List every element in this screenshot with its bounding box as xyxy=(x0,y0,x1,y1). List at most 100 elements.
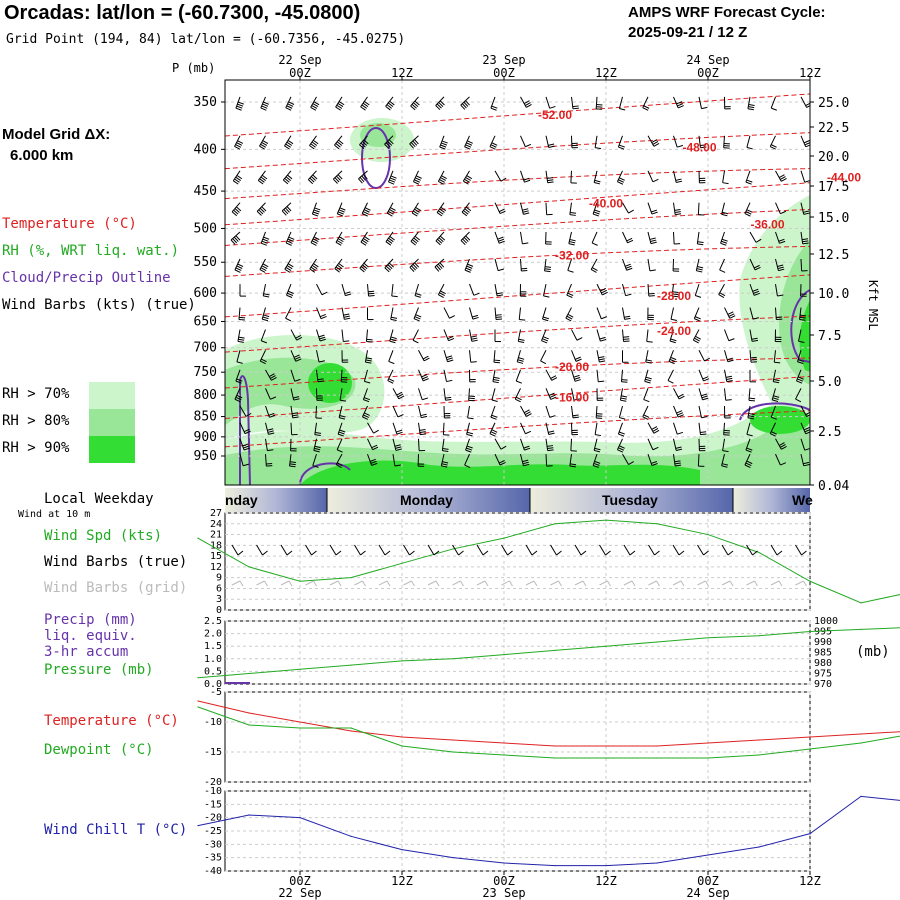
time-top-hour: 00Z xyxy=(697,66,719,80)
wind-barb xyxy=(769,135,777,150)
wind-barb xyxy=(571,388,580,401)
height-tick-label: 12.5 xyxy=(818,248,849,263)
wind-barb-feather xyxy=(344,317,351,320)
wind-barb-feather xyxy=(415,206,421,212)
wind-barb-feather xyxy=(320,315,327,320)
wind-barb-staff xyxy=(721,202,725,215)
wind-barb-grid xyxy=(697,580,709,587)
wind-barb-feather xyxy=(526,104,532,108)
wind-barb-staff xyxy=(643,388,649,400)
wind-barb-feather xyxy=(801,238,809,241)
wind-speed-line-point xyxy=(758,551,760,554)
wind-barb-staff xyxy=(770,405,776,418)
wind-barb-feather xyxy=(551,377,558,381)
wind-barb-feather xyxy=(446,379,453,383)
wind-barb xyxy=(724,405,731,419)
wind-barb-staff xyxy=(265,422,269,435)
wind-barb xyxy=(724,329,735,342)
wind-barb-feather xyxy=(236,394,243,399)
wind-barb xyxy=(464,453,471,468)
wind-barb-staff xyxy=(569,202,572,215)
wind-barb-feather xyxy=(650,241,657,245)
wind-barb-feather xyxy=(496,318,503,321)
wind-barb-feather xyxy=(727,357,734,361)
wind-barb-staff xyxy=(746,135,751,148)
wind-barb-feather xyxy=(337,213,344,217)
rh90-surface xyxy=(300,460,700,485)
wind-barb-feather xyxy=(806,105,810,108)
contour-label: -36.00 xyxy=(750,217,784,231)
wind-barb-feather xyxy=(645,361,652,364)
wind-barb xyxy=(746,135,753,150)
wind-barb xyxy=(698,170,706,184)
wind-barb-feather xyxy=(445,399,452,401)
wind-barb xyxy=(290,369,301,382)
wind-barb-staff xyxy=(719,258,725,271)
wind-barb xyxy=(545,96,556,109)
pressure-tick-label: 650 xyxy=(194,314,217,329)
wind-barb-grid xyxy=(795,580,807,587)
wind-barb-feather xyxy=(676,410,683,414)
wind-barb-feather xyxy=(441,465,448,468)
wind-barb xyxy=(746,422,753,437)
wind-barb-feather xyxy=(744,464,751,468)
wind-speed-line-point xyxy=(809,580,811,582)
wind-barb xyxy=(692,329,701,344)
temperature-contour xyxy=(225,132,810,170)
wind-barb-feather xyxy=(746,460,753,465)
wind-barb-true-feather xyxy=(335,550,342,556)
wind-barb-feather xyxy=(419,431,426,434)
day-segment-4 xyxy=(733,488,810,512)
wind-barb-feather xyxy=(748,106,755,109)
wind-barb-feather xyxy=(285,176,291,181)
wind-barb-feather xyxy=(461,211,468,217)
wind-barb-true xyxy=(329,544,342,556)
wind-barb xyxy=(290,329,303,341)
wind-barb-feather xyxy=(362,141,368,146)
wind-barb-feather xyxy=(310,266,317,271)
wind-barb-feather xyxy=(423,357,430,362)
wind-barb xyxy=(775,284,784,297)
wind-barb-feather xyxy=(497,236,504,240)
wind-barb-staff xyxy=(673,231,675,244)
pressure-tick-label: 950 xyxy=(194,449,217,464)
wind-barb-feather xyxy=(358,178,363,184)
wind-barb-feather xyxy=(447,335,454,340)
wind-barb-feather xyxy=(442,461,449,464)
wind-barb-staff xyxy=(775,438,782,450)
wind-barb xyxy=(443,350,454,363)
wind-barb xyxy=(464,135,473,150)
wind-barb-staff xyxy=(670,307,674,320)
wind-barb-feather xyxy=(497,268,505,272)
wind-barb-feather xyxy=(288,236,295,240)
wind-barb-feather xyxy=(288,101,295,105)
wind-barb-staff xyxy=(566,283,572,296)
precip-label-3: 3-hr accum xyxy=(44,644,129,660)
wind-speed-line-point xyxy=(707,533,709,536)
wind-barb-true-staff xyxy=(550,544,557,556)
wind-barb-feather xyxy=(237,263,244,267)
wind-barb-true-feather xyxy=(556,550,562,556)
wind-barb-staff xyxy=(596,369,599,382)
day-segment-1 xyxy=(225,488,327,512)
wind-barb-feather xyxy=(410,142,416,148)
wind-barb-feather xyxy=(391,295,398,298)
wind-barb-feather xyxy=(337,174,343,180)
wind-barb-feather xyxy=(722,182,729,185)
rh90-swatch xyxy=(89,436,135,463)
wind-barb xyxy=(491,388,498,402)
rh70-right xyxy=(739,195,810,430)
wind-barb-feather xyxy=(368,290,375,293)
precip-panel-frame xyxy=(224,620,811,685)
wind-barb-feather xyxy=(546,445,554,447)
wind-barb-feather xyxy=(598,380,605,383)
wind-barb-feather xyxy=(802,240,809,243)
wind-barb-feather xyxy=(569,214,576,216)
wind-barb-feather xyxy=(797,359,805,362)
xs-axes: 3504004505005506006507007508008509009502… xyxy=(194,53,850,494)
wind-barb-feather xyxy=(397,414,404,418)
wind-barb-feather xyxy=(269,414,276,418)
wind-barb-staff xyxy=(795,388,802,400)
wind-barb-feather xyxy=(780,444,786,448)
wind-barb-feather xyxy=(726,379,733,383)
